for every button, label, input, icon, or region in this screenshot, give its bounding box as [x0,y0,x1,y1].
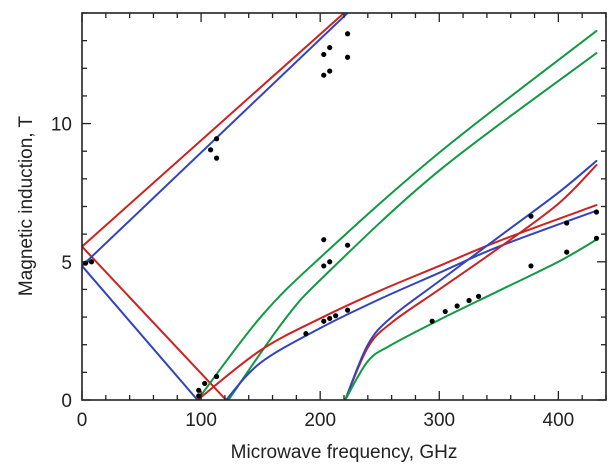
series-line-5-green [196,29,598,400]
data-point [344,242,351,248]
y-tick-label: 10 [51,115,72,136]
series-line-1-red [82,245,228,400]
data-point [442,308,448,315]
data-point [213,155,220,161]
data-point [344,31,351,37]
series-line-9-red [344,164,598,400]
data-point [196,387,202,393]
plot-frame [81,12,607,401]
y-axis: 0 5 10 [51,12,606,412]
series-line-7-red [196,204,598,400]
y-tick-label: 0 [61,391,72,412]
series-layer [82,13,598,400]
data-point [208,147,214,153]
x-tick-label: 300 [423,410,455,431]
data-point [333,313,339,319]
data-point [564,220,570,226]
data-point [454,303,460,309]
y-tick-label: 5 [61,253,72,274]
data-point [213,136,220,142]
data-point [88,259,95,265]
series-line-2-blue [82,264,199,400]
points-layer [82,31,600,399]
data-point [528,213,534,219]
data-point [466,297,472,304]
data-point [321,263,327,269]
series-line-11-green [344,238,598,400]
series-line-8-blue [225,209,598,400]
x-axis: 0 100 200 300 400 [77,13,607,431]
data-point [593,209,600,215]
x-tick-label: 400 [543,410,575,431]
x-tick-label: 0 [77,410,88,431]
series-line-3-red [82,13,345,248]
x-tick-label: 200 [304,410,336,431]
data-point [196,393,202,399]
data-point [303,331,309,337]
data-point [213,373,220,380]
data-point [321,318,327,324]
data-point [327,68,333,74]
y-axis-title: Magnetic induction, T [16,115,37,296]
series-line-6-green [227,52,598,400]
data-point [564,249,570,255]
data-point [321,237,327,243]
data-point [327,315,333,322]
data-point [321,72,327,78]
data-point [593,235,600,241]
data-point [475,293,482,299]
data-point [344,54,351,60]
x-tick-label: 100 [185,410,217,431]
data-point [344,307,351,313]
data-point [327,259,333,265]
data-point [202,380,208,387]
data-point [429,318,435,324]
x-axis-title: Microwave frequency, GHz [231,442,458,463]
data-point [327,44,333,51]
data-point [321,51,327,58]
data-point [528,263,534,269]
series-line-10-blue [344,159,598,400]
